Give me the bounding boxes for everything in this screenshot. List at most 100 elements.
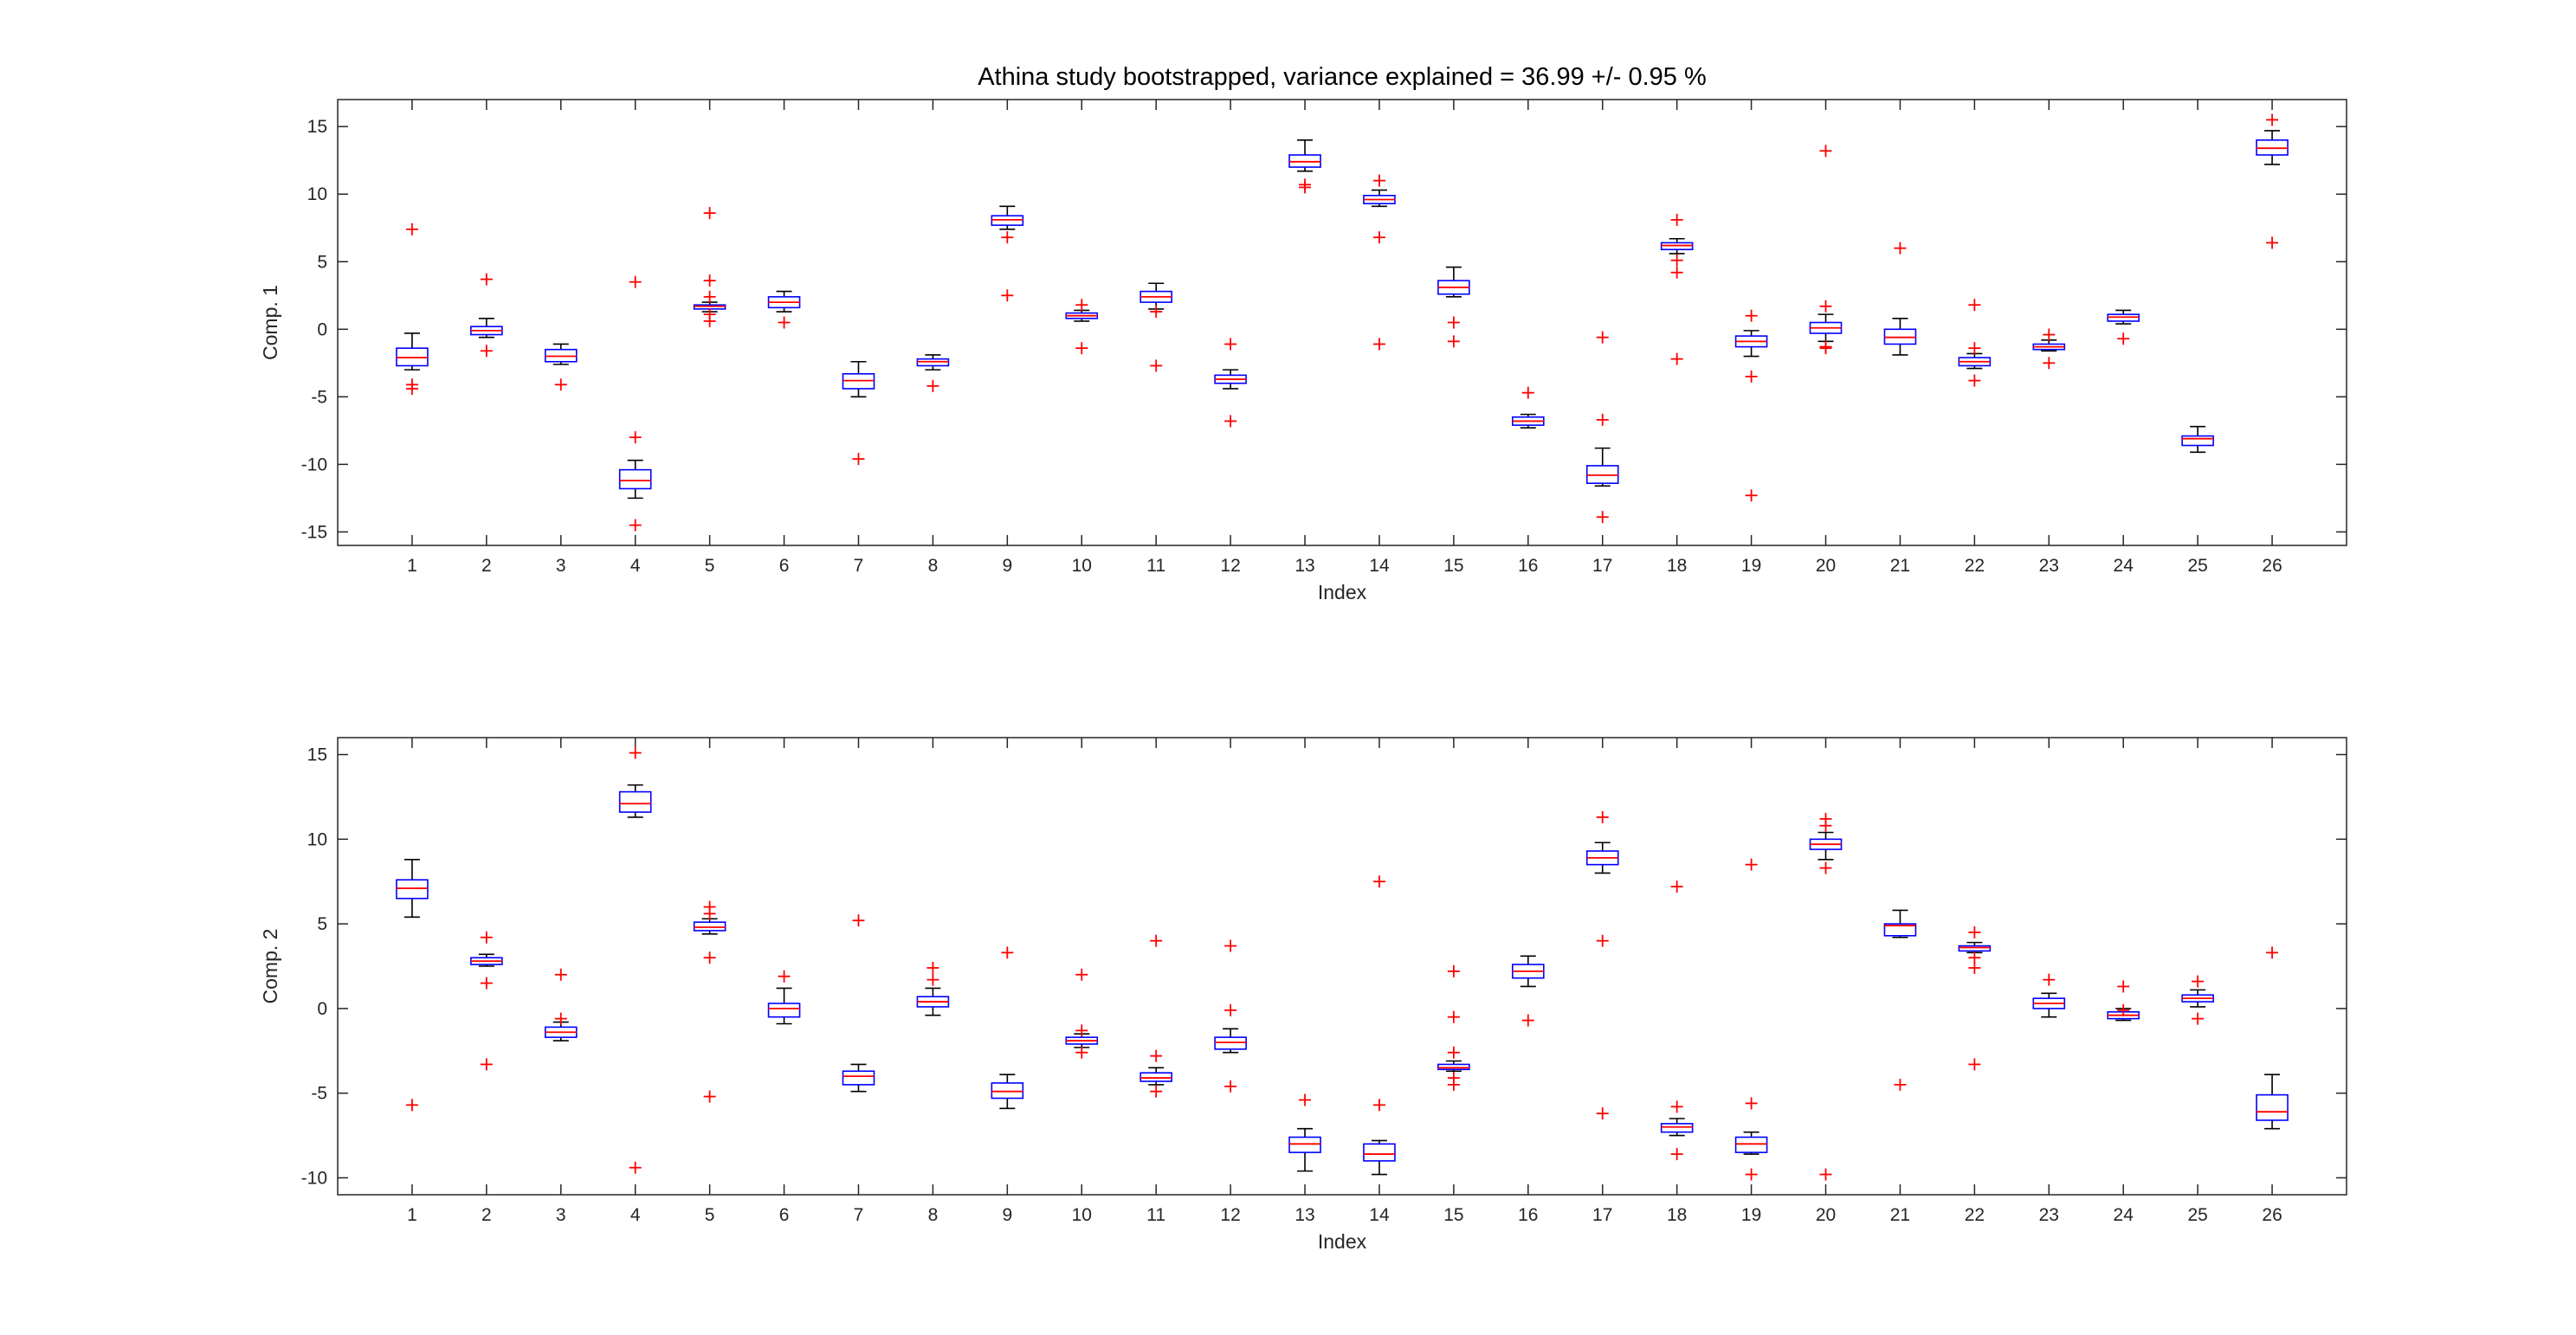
box-3 <box>544 968 578 1042</box>
outlier-marker <box>1596 413 1609 426</box>
x-tick-label: 3 <box>556 556 566 576</box>
x-tick-label: 6 <box>779 1205 790 1225</box>
x-tick-label: 15 <box>1443 556 1463 576</box>
y-tick-label: 0 <box>317 319 327 339</box>
x-tick-label: 2 <box>481 1205 492 1225</box>
x-tick-label: 22 <box>1965 556 1985 576</box>
x-axis-label: Index <box>1318 581 1367 603</box>
x-tick-label: 11 <box>1146 1205 1165 1225</box>
iqr-box <box>693 921 726 932</box>
plot-area <box>337 99 2347 546</box>
box-23 <box>2032 973 2066 1018</box>
outlier-marker <box>1670 1100 1683 1113</box>
box-24 <box>2107 980 2140 1022</box>
y-tick-label: -15 <box>301 522 327 542</box>
box-17 <box>1585 331 1619 524</box>
outlier-marker <box>480 931 493 944</box>
outlier-marker <box>1447 316 1460 329</box>
outlier-marker <box>405 1099 418 1112</box>
outlier-marker <box>480 977 493 990</box>
x-tick-label: 11 <box>1146 556 1165 576</box>
x-tick-label: 22 <box>1965 1205 1985 1225</box>
outlier-marker <box>1075 1024 1088 1037</box>
outlier-marker <box>2117 1003 2130 1016</box>
outlier-marker <box>1521 386 1534 399</box>
outlier-marker <box>926 973 939 986</box>
iqr-box <box>618 468 652 490</box>
y-axis-label: Comp. 2 <box>259 929 281 1004</box>
outlier-marker <box>1968 374 1981 387</box>
box-16 <box>1512 955 1545 1027</box>
box-10 <box>1065 968 1099 1059</box>
outlier-marker <box>1075 299 1088 312</box>
iqr-box <box>1660 1123 1694 1133</box>
outlier-marker <box>703 207 716 220</box>
box-13 <box>1288 139 1321 194</box>
x-tick-label: 13 <box>1294 556 1314 576</box>
box-14 <box>1363 174 1396 351</box>
iqr-box <box>618 790 652 813</box>
outlier-marker <box>1372 338 1385 351</box>
x-tick-label: 16 <box>1518 1205 1538 1225</box>
outlier-marker <box>1745 1097 1758 1110</box>
outlier-marker <box>1150 359 1163 372</box>
outlier-marker <box>926 961 939 974</box>
outlier-marker <box>852 914 865 927</box>
outlier-marker <box>703 907 716 920</box>
x-tick-label: 18 <box>1667 556 1687 576</box>
outlier-marker <box>2117 332 2130 345</box>
outlier-marker <box>1075 342 1088 355</box>
outlier-marker <box>1745 858 1758 871</box>
outlier-marker <box>926 379 939 392</box>
box-11 <box>1140 282 1172 372</box>
outlier-marker <box>1670 352 1683 365</box>
iqr-box <box>1140 1072 1172 1082</box>
box-16 <box>1512 386 1545 429</box>
outlier-marker <box>1075 1046 1088 1059</box>
x-tick-label: 4 <box>630 1205 641 1225</box>
outlier-marker <box>629 275 642 288</box>
x-tick-label: 23 <box>2039 556 2059 576</box>
outlier-marker <box>1299 181 1312 194</box>
outlier-marker <box>480 345 493 358</box>
chart-title: Athina study bootstrapped, variance expl… <box>978 63 1707 91</box>
outlier-marker <box>480 273 493 286</box>
outlier-marker <box>1968 925 1981 938</box>
outlier-marker <box>1819 819 1832 832</box>
outlier-marker <box>1819 342 1832 355</box>
box-25 <box>2181 425 2214 454</box>
outlier-marker <box>1150 306 1163 319</box>
x-tick-label: 10 <box>1072 1205 1092 1225</box>
outlier-marker <box>1372 875 1385 888</box>
outlier-marker <box>2266 236 2279 249</box>
x-tick-label: 6 <box>779 556 790 576</box>
y-tick-label: 10 <box>307 184 327 204</box>
y-tick-label: 5 <box>317 914 327 934</box>
box-21 <box>1883 242 1917 356</box>
box-8 <box>916 354 950 392</box>
x-tick-label: 13 <box>1294 1205 1314 1225</box>
x-tick-label: 2 <box>481 556 492 576</box>
outlier-marker <box>405 382 418 395</box>
outlier-marker <box>1819 300 1832 313</box>
outlier-marker <box>1372 1099 1385 1112</box>
x-axis-label: Index <box>1318 1230 1367 1253</box>
y-tick-label: 15 <box>307 745 327 765</box>
iqr-box <box>1734 1136 1768 1153</box>
outlier-marker <box>1150 934 1163 947</box>
outlier-marker <box>1447 1010 1460 1023</box>
box-6 <box>767 290 801 329</box>
y-tick-label: -10 <box>301 455 327 474</box>
box-21 <box>1883 909 1917 1091</box>
outlier-marker <box>1596 331 1609 344</box>
outlier-marker <box>1968 951 1981 964</box>
outlier-marker <box>405 222 418 235</box>
x-tick-label: 17 <box>1592 556 1612 576</box>
outlier-marker <box>629 519 642 532</box>
outlier-marker <box>1894 1078 1907 1091</box>
box-6 <box>767 970 801 1025</box>
outlier-marker <box>1968 961 1981 974</box>
box-19 <box>1734 309 1768 502</box>
outlier-marker <box>1670 213 1683 226</box>
